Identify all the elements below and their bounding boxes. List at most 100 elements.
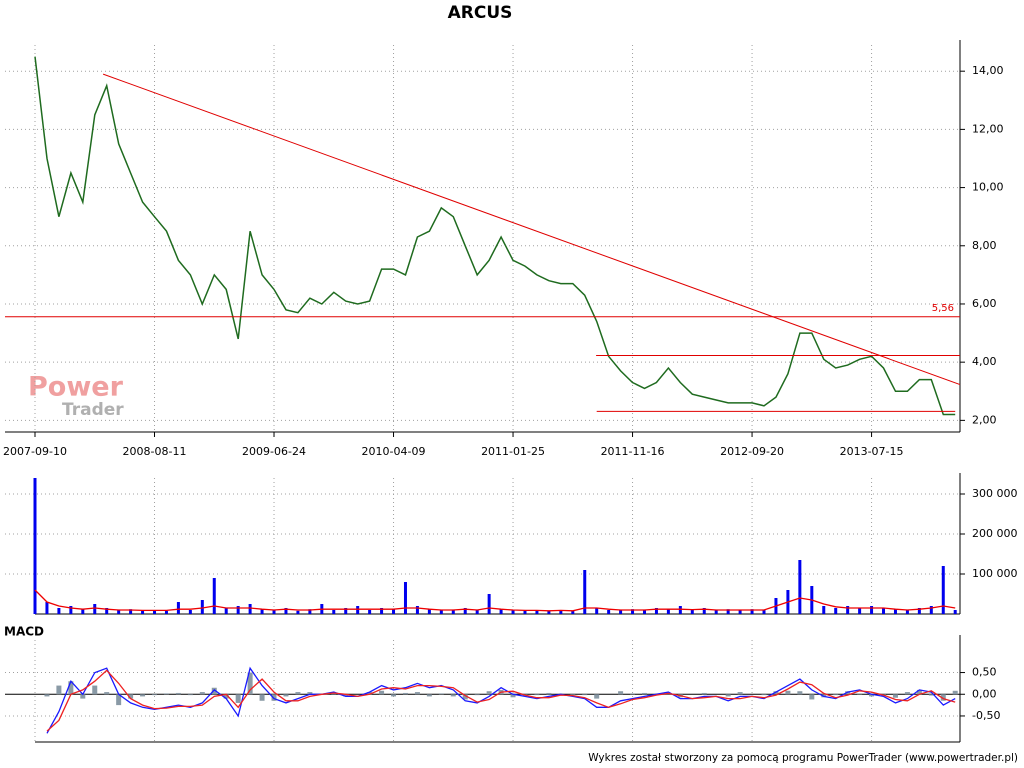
x-tick-label: 2008-08-11: [123, 445, 187, 458]
bar: [762, 610, 766, 614]
bar: [474, 694, 480, 696]
bar: [188, 610, 192, 614]
y-tick-label: 300 000: [972, 487, 1018, 500]
bar: [117, 610, 121, 614]
bar: [199, 692, 205, 695]
bar: [798, 560, 802, 614]
bar: [595, 608, 599, 614]
bar: [248, 604, 252, 614]
bar: [164, 610, 168, 614]
bar: [738, 610, 742, 614]
bar: [511, 610, 515, 614]
bar: [104, 692, 110, 695]
bar: [583, 570, 587, 614]
series-line: [46, 669, 956, 732]
bar: [153, 610, 157, 614]
bar: [343, 694, 349, 697]
bar: [809, 694, 815, 700]
y-tick-label: 10,00: [972, 181, 1004, 194]
bar: [904, 692, 910, 695]
bar: [523, 610, 527, 614]
y-tick-label: 200 000: [972, 527, 1018, 540]
bar: [487, 594, 491, 614]
bar: [535, 610, 539, 614]
support-label: 5,56: [932, 303, 954, 314]
y-tick-label: 0,00: [972, 687, 997, 700]
bar: [450, 694, 456, 697]
bar: [678, 606, 682, 614]
bar: [295, 692, 301, 695]
bar: [69, 606, 73, 614]
bar: [307, 692, 313, 695]
bar: [391, 694, 397, 697]
bar: [462, 694, 468, 700]
bar: [737, 692, 743, 695]
bar: [223, 694, 229, 699]
bar: [92, 685, 98, 695]
bar: [761, 694, 767, 696]
bar: [857, 693, 863, 695]
bar: [952, 690, 958, 695]
bar: [356, 606, 360, 614]
bar: [163, 693, 169, 695]
y-tick-label: 0,50: [972, 666, 997, 679]
bar: [332, 610, 336, 614]
watermark: Trader: [62, 400, 124, 420]
bar: [726, 609, 730, 614]
bar: [654, 608, 658, 614]
bar: [44, 694, 50, 697]
bar: [80, 694, 86, 699]
bar: [272, 610, 276, 614]
y-tick-label: 8,00: [972, 239, 997, 252]
bar: [641, 692, 647, 695]
x-tick-label: 2013-07-15: [840, 445, 904, 458]
x-tick-label: 2010-04-09: [362, 445, 426, 458]
trend-line: [102, 73, 961, 386]
chart-title: ARCUS: [448, 3, 513, 23]
bar: [916, 689, 922, 695]
bar: [690, 610, 694, 614]
bar: [140, 694, 146, 697]
bar: [344, 608, 348, 614]
bar: [953, 610, 957, 614]
bar: [928, 694, 934, 696]
bar: [141, 610, 145, 614]
bar: [403, 582, 407, 614]
y-tick-label: 100 000: [972, 567, 1018, 580]
bar: [858, 608, 862, 614]
bar: [570, 694, 576, 696]
bar: [308, 609, 312, 614]
bar: [392, 609, 396, 614]
bar: [247, 672, 253, 695]
bar: [701, 692, 707, 695]
bar: [402, 692, 408, 695]
bar: [176, 602, 180, 614]
bar: [379, 690, 385, 695]
bar: [846, 606, 850, 614]
bar: [427, 609, 431, 614]
bar: [510, 694, 516, 698]
bar: [236, 606, 240, 614]
bar: [271, 694, 277, 701]
x-tick-label: 2012-09-20: [720, 445, 784, 458]
bar: [438, 693, 444, 695]
bar: [296, 610, 300, 614]
bar: [200, 600, 204, 614]
bar: [33, 478, 37, 614]
bar: [68, 681, 74, 695]
bar: [368, 610, 372, 614]
y-tick-label: 14,00: [972, 64, 1004, 77]
bar: [224, 608, 228, 614]
bar: [260, 609, 264, 614]
bar: [940, 694, 946, 701]
bar: [607, 610, 611, 614]
bar: [892, 694, 898, 698]
bar: [822, 606, 826, 614]
bar: [941, 566, 945, 614]
bar: [284, 608, 288, 614]
bar: [714, 610, 718, 614]
bar: [128, 694, 134, 699]
bar: [57, 608, 61, 614]
bar: [882, 608, 886, 614]
